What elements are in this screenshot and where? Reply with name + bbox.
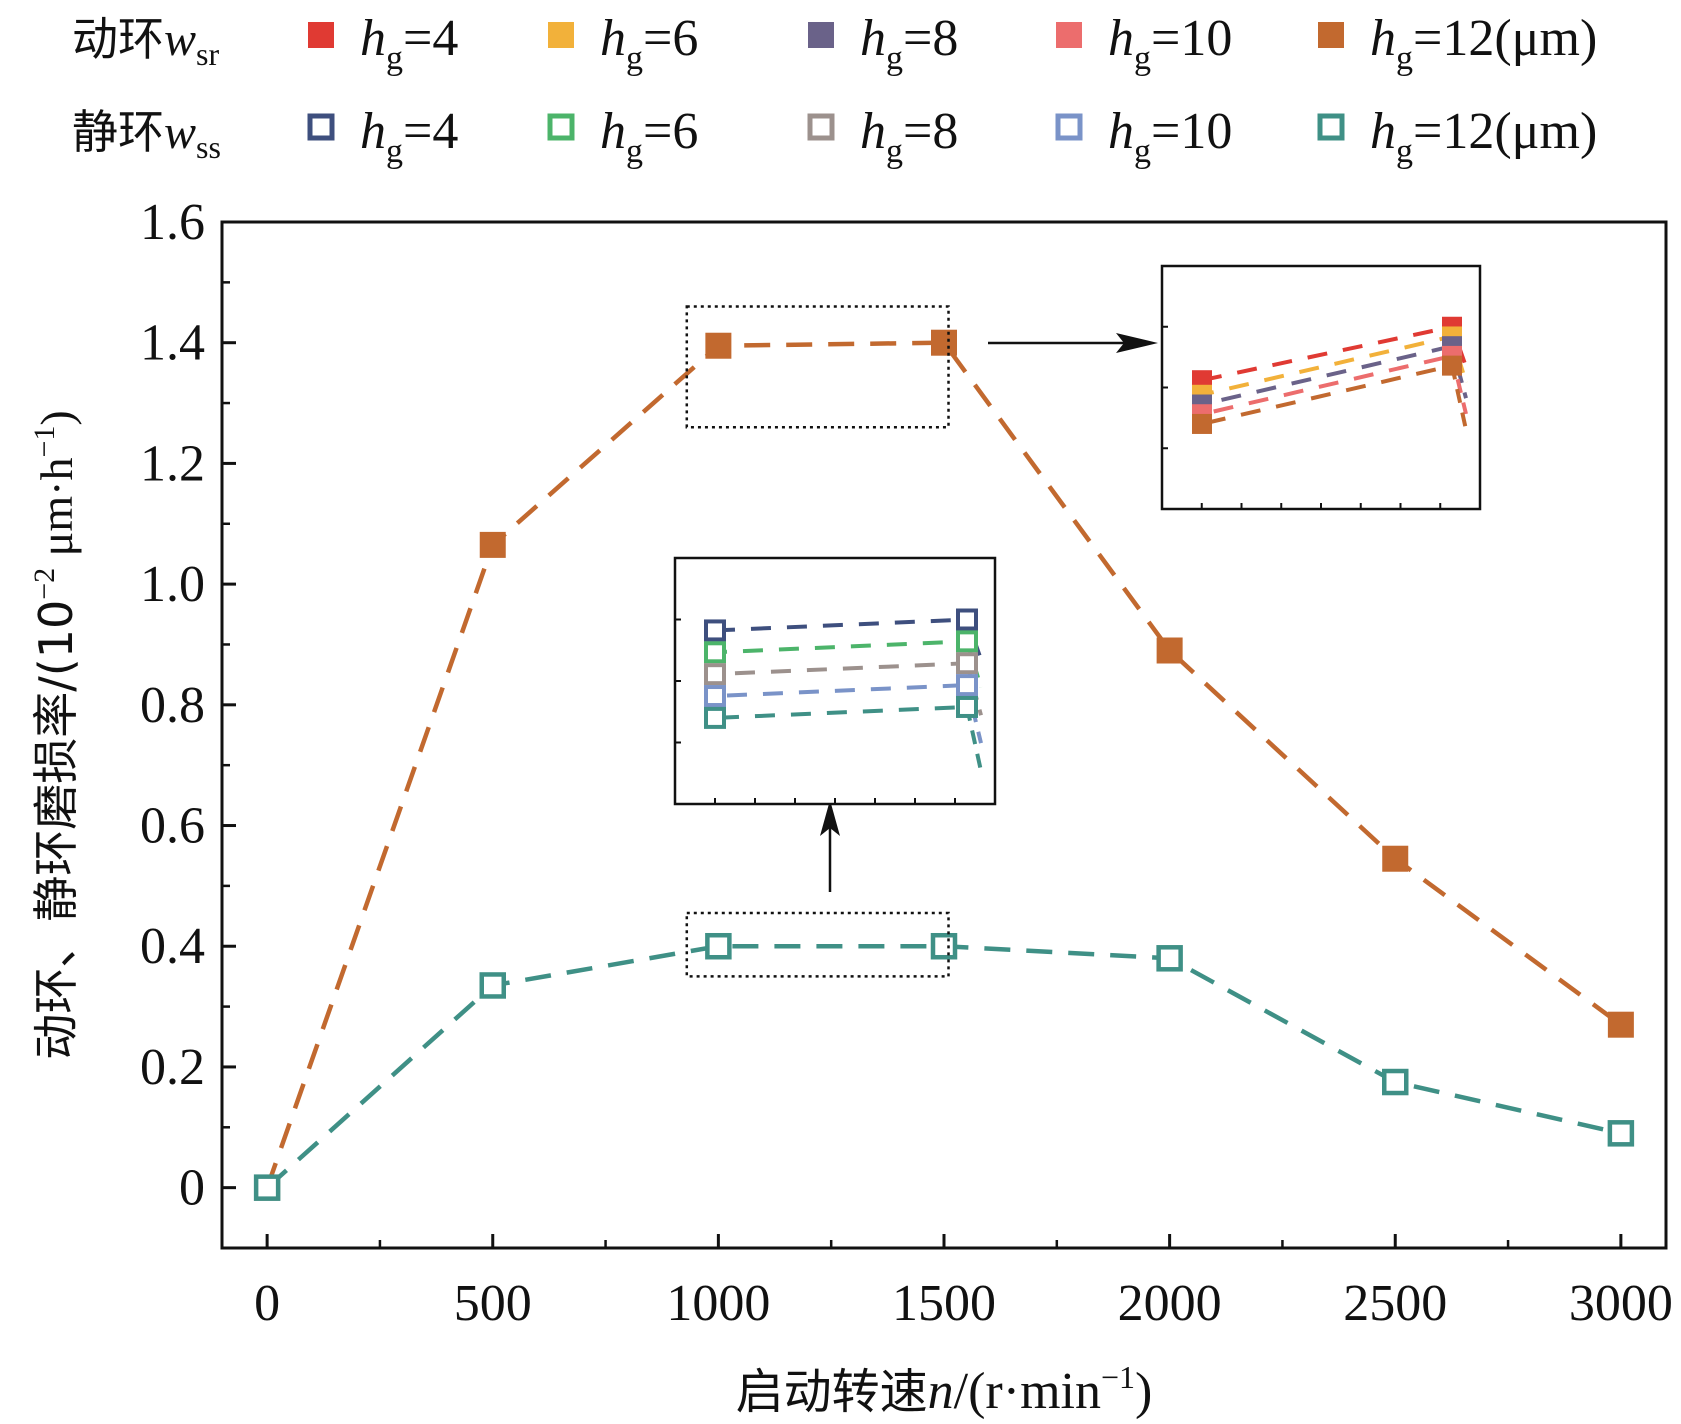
axis-ticks: [222, 220, 1623, 1248]
inset-series-line: [1201, 344, 1453, 407]
x-tick-label: 500: [454, 1275, 532, 1332]
data-point-moving: [931, 329, 957, 356]
data-point-moving: [1607, 1011, 1634, 1038]
legend-entry-label-1-0: hg=4: [360, 103, 458, 170]
inset-series-line: [714, 704, 968, 720]
inset-data-point: [956, 695, 978, 718]
legend-marker-filled-2: [808, 22, 834, 48]
y-tick-label: 1.2: [140, 435, 205, 492]
legend-entry-label-1-1: hg=6: [600, 103, 698, 170]
x-tick-label: 2000: [1118, 1275, 1222, 1332]
inset-middle: [673, 556, 997, 806]
legend-marker-filled-0: [308, 22, 334, 48]
inset-data-point: [956, 630, 978, 653]
inset-frame: [673, 556, 997, 806]
legend-entry-label-1-2: hg=8: [860, 103, 958, 170]
axis-tick-labels: 0 500 1000 1500 2000 2500 3000 0 0.2 0.4 0.6 0.8 1.0…: [140, 194, 1673, 1332]
inset-series-line: [714, 661, 968, 677]
inset-series-tail: [1450, 365, 1468, 431]
series-layer: [253, 329, 1635, 1201]
zoom-box-1: [685, 911, 950, 978]
legend-marker-open-2: [807, 113, 835, 141]
x-tick-label: 2500: [1343, 1275, 1447, 1332]
inset-top-right: [1160, 264, 1482, 511]
legend-moving-ring-label: 动环wsr: [72, 12, 219, 72]
y-tick-label: 1.6: [140, 194, 205, 251]
data-point-moving: [1382, 845, 1409, 872]
y-axis-label: 动环、静环磨损率/(10−2 μm·h−1): [28, 410, 83, 1059]
legend-marker-open-1: [547, 113, 575, 141]
legend-entry-label-1-3: hg=10: [1108, 103, 1232, 170]
legend-static-ring-label: 静环wss: [72, 105, 221, 165]
legend-entry-label-0-3: hg=10: [1108, 10, 1232, 77]
series-line-1: [265, 943, 1622, 1190]
y-tick-label: 0.2: [140, 1039, 205, 1096]
data-point-moving: [1156, 637, 1183, 664]
inset-series-line: [714, 617, 968, 633]
x-tick-label: 3000: [1569, 1275, 1673, 1332]
inset-data-point: [956, 652, 978, 675]
inset-data-point: [1442, 355, 1462, 376]
inset-series-line: [714, 683, 968, 699]
data-point-static: [705, 932, 732, 960]
inset-data-point: [704, 641, 726, 664]
x-tick-label: 1000: [666, 1275, 770, 1332]
data-point-moving: [479, 531, 506, 558]
legend-marker-filled-3: [1056, 22, 1082, 48]
data-point-static: [253, 1174, 281, 1201]
y-tick-label: 0.8: [140, 677, 205, 734]
y-tick-label: 1.0: [140, 556, 205, 613]
legend: 动环wsr 静环wss hg=4 hg=4 hg=6 hg=6 hg=8 hg=8 hg=1…: [72, 10, 1597, 170]
x-tick-label: 1500: [892, 1275, 996, 1332]
data-point-static: [479, 972, 506, 999]
inset-series-line: [1201, 353, 1453, 417]
y-tick-label: 0: [179, 1160, 205, 1217]
inset-data-point: [704, 619, 726, 642]
inset-data-point: [956, 608, 978, 631]
inset-data-point: [704, 663, 726, 686]
inset-data-point: [956, 674, 978, 697]
data-point-static: [1156, 945, 1183, 972]
y-tick-label: 0.6: [140, 798, 205, 855]
inset-data-point: [1192, 413, 1212, 434]
legend-marker-open-3: [1055, 113, 1083, 141]
legend-entry-label-0-1: hg=6: [600, 10, 698, 77]
legend-marker-filled-4: [1318, 22, 1344, 48]
x-axis-label: 启动转速n/(r·min−1): [736, 1359, 1153, 1420]
legend-marker-open-4: [1317, 113, 1345, 141]
inset-series-line: [1201, 324, 1453, 383]
inset-data-point: [704, 685, 726, 708]
inset-series-line: [1201, 334, 1453, 397]
data-point-moving: [705, 332, 732, 359]
data-point-static: [1382, 1068, 1409, 1096]
legend-entry-label-0-4: hg=12(μm): [1370, 10, 1597, 77]
inset-data-point: [704, 706, 726, 729]
legend-marker-filled-1: [548, 22, 574, 48]
legend-entry-label-0-0: hg=4: [360, 10, 458, 77]
zoom-box-0: [685, 305, 950, 429]
insets: [673, 264, 1482, 806]
data-point-static: [1607, 1120, 1635, 1147]
zoom-arrow-head-mid: [820, 800, 840, 836]
legend-marker-open-0: [307, 113, 335, 141]
zoom-arrow-head-top: [1116, 333, 1158, 353]
y-tick-label: 1.4: [140, 315, 205, 372]
y-tick-label: 0.4: [140, 918, 205, 975]
inset-series-line: [714, 639, 968, 655]
zoom-annotations: [685, 305, 1158, 978]
x-tick-label: 0: [254, 1275, 280, 1332]
data-point-static: [930, 932, 958, 960]
legend-entry-label-0-2: hg=8: [860, 10, 958, 77]
legend-entry-label-1-4: hg=12(μm): [1370, 103, 1597, 170]
inset-series-line: [1201, 363, 1453, 426]
